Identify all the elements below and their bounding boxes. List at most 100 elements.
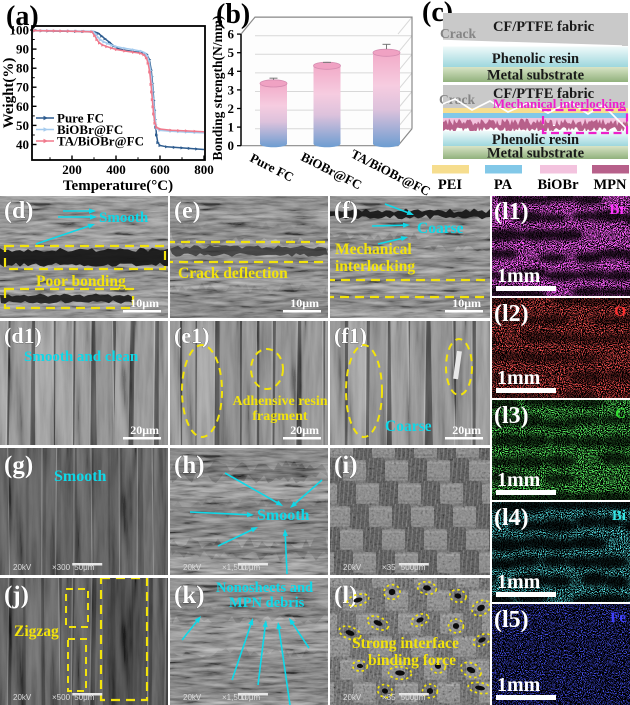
- svg-text:Br: Br: [609, 202, 626, 218]
- svg-text:80: 80: [16, 61, 29, 76]
- svg-text:PEI: PEI: [438, 177, 463, 193]
- svg-text:20kV: 20kV: [343, 563, 362, 572]
- svg-text:800: 800: [194, 162, 214, 177]
- svg-text:10μm: 10μm: [290, 296, 319, 310]
- svg-text:(k): (k): [174, 582, 205, 609]
- svg-text:×1,500: ×1,500: [222, 693, 247, 702]
- svg-text:BiOBr: BiOBr: [537, 177, 579, 193]
- svg-text:50μm: 50μm: [74, 693, 95, 702]
- svg-text:Poor bonding: Poor bonding: [36, 273, 126, 290]
- svg-text:200: 200: [62, 162, 82, 177]
- svg-text:10μm: 10μm: [240, 563, 261, 572]
- svg-text:60: 60: [16, 99, 29, 114]
- svg-text:(g): (g): [4, 452, 33, 479]
- svg-text:(l5): (l5): [494, 607, 529, 633]
- svg-text:(l1): (l1): [494, 199, 529, 225]
- svg-text:Pure FC: Pure FC: [248, 150, 297, 185]
- svg-text:40: 40: [16, 137, 29, 152]
- svg-text:600: 600: [150, 162, 170, 177]
- svg-text:Crack deflection: Crack deflection: [178, 265, 288, 282]
- svg-text:(e1): (e1): [174, 323, 209, 348]
- svg-text:Crack: Crack: [440, 26, 476, 41]
- svg-text:O: O: [614, 304, 626, 320]
- svg-text:20kV: 20kV: [183, 693, 202, 702]
- svg-text:(b): (b): [216, 0, 250, 30]
- svg-text:Fe: Fe: [610, 610, 626, 626]
- svg-text:(f): (f): [334, 198, 358, 224]
- svg-text:20μm: 20μm: [452, 423, 481, 437]
- svg-text:(j): (j): [4, 582, 29, 609]
- svg-text:2: 2: [228, 101, 235, 116]
- svg-text:Coarse: Coarse: [417, 220, 464, 237]
- svg-text:Bi: Bi: [612, 508, 626, 524]
- svg-text:(d1): (d1): [4, 323, 42, 348]
- svg-text:100: 100: [10, 23, 30, 38]
- svg-text:Temperature(°C): Temperature(°C): [63, 178, 173, 194]
- svg-text:5: 5: [228, 45, 235, 60]
- svg-text:Mechanical interlocking: Mechanical interlocking: [493, 97, 626, 111]
- svg-text:Adhensive resin: Adhensive resin: [232, 394, 327, 409]
- svg-text:MPN: MPN: [593, 177, 627, 193]
- svg-text:10μm: 10μm: [130, 296, 159, 310]
- svg-text:(h): (h): [174, 452, 205, 479]
- svg-text:1mm: 1mm: [497, 265, 541, 287]
- svg-text:3: 3: [228, 82, 235, 97]
- svg-text:20μm: 20μm: [130, 423, 159, 437]
- svg-text:×1,500: ×1,500: [222, 563, 247, 572]
- svg-text:CF/PTFE fabric: CF/PTFE fabric: [493, 19, 595, 35]
- svg-text:BiOBr@FC: BiOBr@FC: [57, 122, 123, 137]
- svg-text:90: 90: [16, 42, 29, 57]
- svg-text:1: 1: [228, 120, 235, 135]
- svg-text:×300: ×300: [52, 563, 71, 572]
- svg-text:PA: PA: [494, 177, 513, 193]
- svg-text:Weight(%): Weight(%): [1, 58, 17, 129]
- svg-text:Coarse: Coarse: [385, 418, 432, 435]
- svg-text:70: 70: [16, 80, 29, 95]
- svg-text:10μm: 10μm: [240, 693, 261, 702]
- svg-text:(d): (d): [4, 198, 33, 224]
- svg-text:500μm: 500μm: [401, 693, 426, 702]
- svg-text:Strong interface: Strong interface: [352, 635, 459, 652]
- svg-text:(f1): (f1): [334, 323, 367, 348]
- svg-text:(l3): (l3): [494, 403, 529, 429]
- svg-text:20kV: 20kV: [343, 693, 362, 702]
- svg-text:Phenolic resin: Phenolic resin: [492, 51, 579, 67]
- svg-text:interlocking: interlocking: [335, 258, 415, 275]
- svg-text:Smooth: Smooth: [257, 507, 310, 524]
- svg-text:(l): (l): [334, 582, 358, 609]
- svg-text:20kV: 20kV: [183, 563, 202, 572]
- svg-text:4: 4: [228, 64, 235, 79]
- svg-text:Metal substrate: Metal substrate: [487, 68, 585, 84]
- svg-text:(i): (i): [334, 452, 358, 479]
- svg-text:1mm: 1mm: [497, 469, 541, 491]
- svg-text:Pure FC: Pure FC: [57, 111, 104, 126]
- svg-text:binding force: binding force: [368, 652, 456, 669]
- svg-text:C: C: [615, 406, 626, 422]
- svg-text:fragment: fragment: [252, 409, 308, 424]
- svg-text:×35: ×35: [382, 693, 396, 702]
- svg-text:1mm: 1mm: [497, 367, 541, 389]
- svg-text:×500: ×500: [52, 693, 71, 702]
- svg-text:Mechanical: Mechanical: [335, 241, 412, 258]
- svg-text:10μm: 10μm: [452, 296, 481, 310]
- svg-text:500μm: 500μm: [401, 563, 426, 572]
- svg-text:Bonding strength(N/mm): Bonding strength(N/mm): [210, 16, 225, 161]
- svg-text:Smooth and clean: Smooth and clean: [24, 349, 139, 365]
- svg-text:Metal substrate: Metal substrate: [487, 146, 585, 162]
- svg-text:1mm: 1mm: [497, 571, 541, 593]
- svg-text:20μm: 20μm: [290, 423, 319, 437]
- svg-text:6: 6: [228, 27, 235, 42]
- svg-text:50μm: 50μm: [74, 563, 95, 572]
- svg-text:Smooth: Smooth: [54, 468, 107, 485]
- svg-text:Phenolic resin: Phenolic resin: [492, 132, 579, 148]
- svg-text:1mm: 1mm: [497, 674, 541, 696]
- svg-text:(l2): (l2): [494, 301, 529, 327]
- svg-text:400: 400: [106, 162, 126, 177]
- svg-text:50: 50: [16, 118, 29, 133]
- svg-text:Smooth: Smooth: [99, 210, 149, 226]
- svg-text:Zigzag: Zigzag: [14, 623, 59, 640]
- svg-text:MPN debris: MPN debris: [229, 595, 305, 611]
- svg-text:20kV: 20kV: [13, 563, 32, 572]
- svg-text:Nonosheets and: Nonosheets and: [216, 580, 313, 596]
- svg-text:0: 0: [228, 138, 235, 153]
